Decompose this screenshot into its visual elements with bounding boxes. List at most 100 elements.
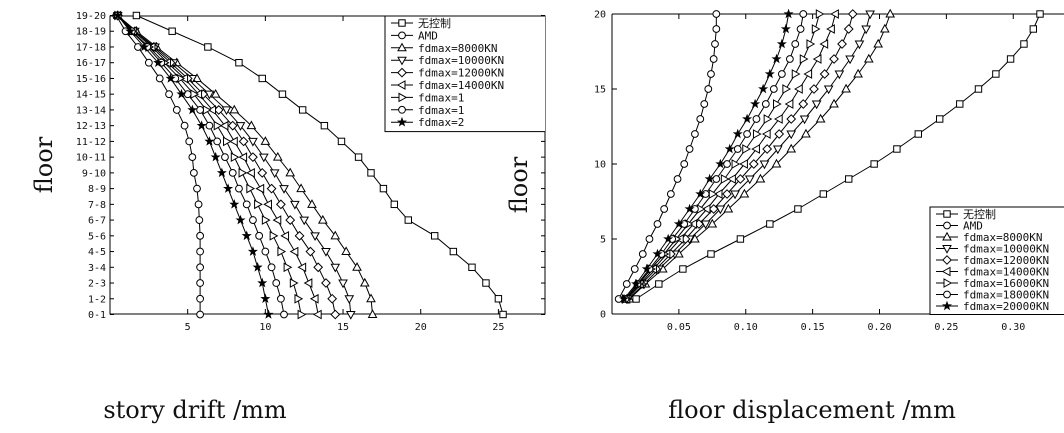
data-point bbox=[873, 38, 884, 48]
data-point bbox=[252, 262, 263, 272]
data-point bbox=[132, 11, 141, 20]
y-tick-label: 10-11 bbox=[76, 153, 106, 164]
data-point bbox=[238, 136, 249, 147]
legend-entry: fdmax=12000KN bbox=[936, 254, 1049, 267]
data-point bbox=[344, 295, 355, 304]
data-point bbox=[784, 99, 794, 109]
y-tick-label: 15 bbox=[594, 85, 606, 96]
data-point bbox=[482, 279, 490, 287]
legend-marker bbox=[396, 80, 406, 90]
data-point bbox=[704, 173, 715, 184]
data-point bbox=[758, 83, 769, 94]
data-point bbox=[865, 10, 875, 20]
data-point bbox=[235, 184, 243, 193]
data-point bbox=[707, 250, 715, 258]
legend-entry: 无控制 bbox=[936, 207, 996, 221]
data-point bbox=[783, 8, 794, 19]
data-point bbox=[320, 121, 329, 130]
data-point bbox=[261, 247, 270, 256]
data-point bbox=[776, 38, 787, 49]
data-point bbox=[1020, 40, 1028, 48]
data-point bbox=[307, 199, 317, 208]
data-point bbox=[819, 39, 829, 49]
series-line bbox=[112, 10, 274, 319]
data-point bbox=[1006, 55, 1015, 63]
data-point bbox=[701, 190, 710, 198]
data-point bbox=[799, 10, 808, 18]
data-point bbox=[134, 43, 142, 51]
data-point bbox=[652, 248, 663, 259]
data-point bbox=[263, 309, 274, 319]
y-tick-label: 18-19 bbox=[76, 27, 106, 38]
data-point bbox=[246, 120, 257, 130]
legend-marker bbox=[396, 116, 408, 127]
data-point bbox=[172, 106, 181, 114]
x-tick-label: 0.25 bbox=[934, 322, 958, 333]
data-point bbox=[713, 189, 723, 199]
legend-2: 无控制AMDfdmax=8000KNfdmax=10000KNfdmax=120… bbox=[929, 206, 1064, 315]
data-point bbox=[196, 310, 205, 319]
data-point bbox=[715, 158, 726, 169]
data-point bbox=[345, 311, 356, 320]
data-point bbox=[196, 231, 205, 240]
data-point bbox=[712, 175, 721, 183]
data-point bbox=[791, 40, 800, 48]
data-point bbox=[195, 216, 204, 224]
data-point bbox=[289, 278, 299, 288]
series-line bbox=[624, 8, 896, 303]
x-tick-label: 5 bbox=[185, 322, 191, 333]
data-point bbox=[680, 220, 689, 228]
data-point bbox=[290, 200, 300, 210]
data-point bbox=[285, 167, 296, 177]
legend-marker bbox=[943, 210, 951, 218]
data-point bbox=[708, 189, 718, 199]
data-point bbox=[708, 204, 719, 214]
data-point bbox=[700, 100, 709, 108]
data-point bbox=[196, 106, 205, 114]
data-point bbox=[798, 99, 809, 109]
data-point bbox=[632, 295, 640, 303]
data-point bbox=[330, 263, 341, 273]
y-tick-label: 0 bbox=[600, 310, 606, 321]
legend-label: fdmax=16000KN bbox=[963, 277, 1049, 290]
data-point bbox=[801, 128, 811, 138]
data-point bbox=[312, 309, 322, 320]
legend-entry: fdmax=20000KN bbox=[936, 300, 1049, 313]
data-point bbox=[196, 294, 205, 303]
data-point bbox=[165, 90, 173, 99]
data-point bbox=[139, 41, 150, 52]
data-point bbox=[189, 168, 198, 177]
data-point bbox=[653, 220, 662, 228]
y-tick-label: 6-7 bbox=[88, 216, 106, 227]
data-point bbox=[196, 247, 205, 256]
data-point bbox=[112, 10, 123, 20]
legend-marker bbox=[942, 245, 952, 254]
data-point bbox=[210, 88, 221, 98]
data-point bbox=[294, 293, 304, 304]
data-point bbox=[263, 199, 272, 210]
data-point bbox=[227, 120, 238, 131]
legend-marker bbox=[398, 92, 408, 103]
data-point bbox=[914, 130, 922, 138]
data-point bbox=[707, 218, 718, 228]
data-point bbox=[338, 279, 348, 289]
series-line bbox=[632, 10, 1044, 303]
legend-label: fdmax=10000KN bbox=[963, 243, 1049, 256]
legend-marker bbox=[398, 19, 406, 27]
data-point bbox=[269, 169, 280, 179]
data-point bbox=[205, 121, 214, 130]
legend-label: fdmax=2 bbox=[418, 116, 464, 129]
data-point bbox=[829, 54, 839, 64]
data-point bbox=[786, 130, 797, 140]
series-line bbox=[623, 10, 875, 305]
y-tick-label: 11-12 bbox=[76, 137, 106, 148]
data-point bbox=[823, 85, 834, 95]
series-line bbox=[112, 12, 356, 320]
data-point bbox=[499, 310, 507, 319]
data-point bbox=[841, 83, 851, 93]
legend-label: AMD bbox=[418, 29, 438, 42]
data-point bbox=[803, 69, 813, 79]
legend-marker bbox=[397, 56, 407, 66]
data-point bbox=[229, 136, 238, 147]
data-point bbox=[743, 130, 751, 138]
